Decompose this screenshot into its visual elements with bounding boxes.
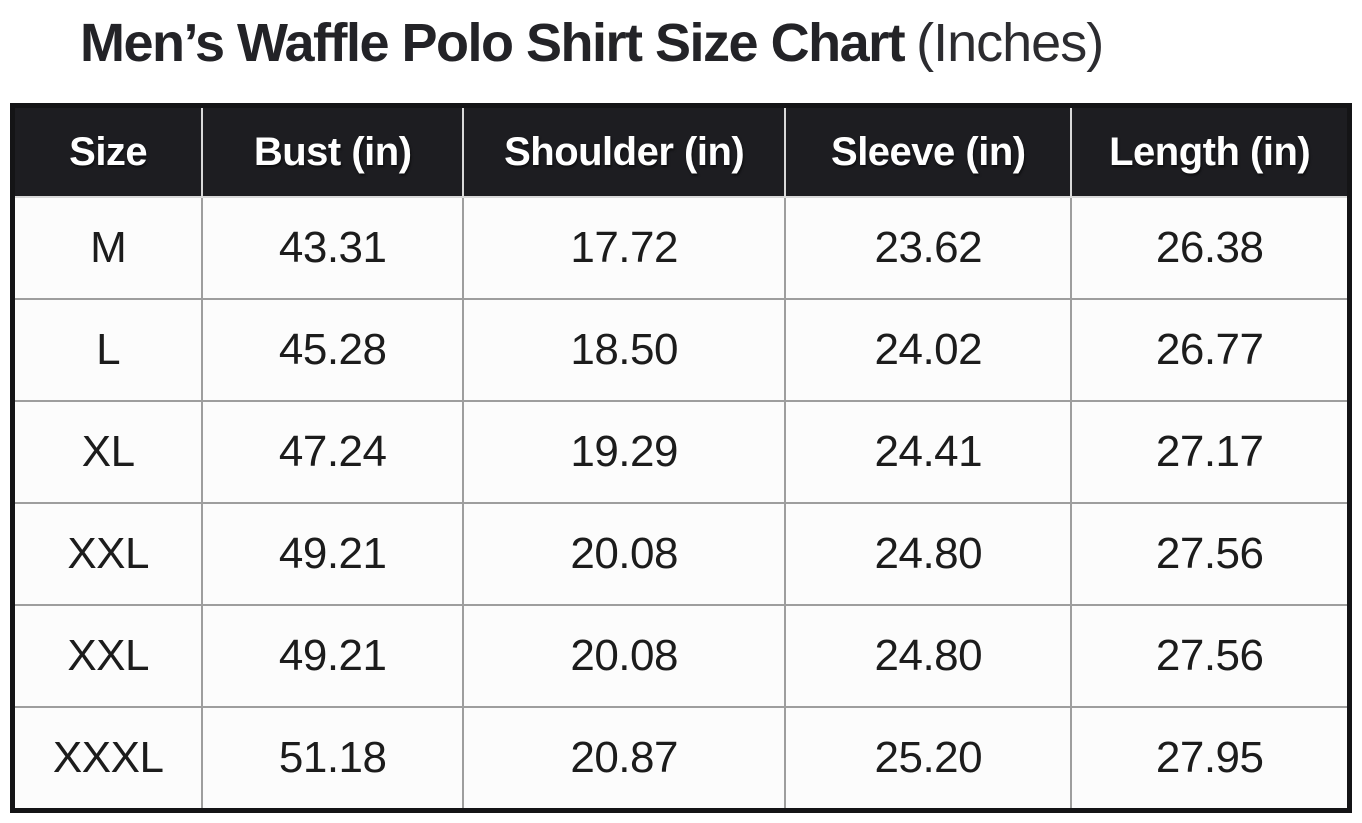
header-row: Size Bust (in) Shoulder (in) Sleeve (in)… xyxy=(11,104,1351,199)
cell-size: XXXL xyxy=(11,706,204,812)
page-title-main: Men’s Waffle Polo Shirt Size Chart xyxy=(80,13,906,73)
cell-bust: 47.24 xyxy=(201,400,465,505)
column-header-bust: Bust (in) xyxy=(201,104,465,199)
column-header-shoulder: Shoulder (in) xyxy=(462,104,787,199)
column-header-length: Length (in) xyxy=(1070,104,1351,199)
cell-sleeve: 24.80 xyxy=(784,604,1073,709)
page-title-units: (Inches) xyxy=(916,13,1104,73)
cell-sleeve: 24.41 xyxy=(784,400,1073,505)
cell-sleeve: 25.20 xyxy=(784,706,1073,812)
cell-bust: 51.18 xyxy=(201,706,465,812)
cell-length: 27.56 xyxy=(1070,604,1351,709)
cell-shoulder: 20.08 xyxy=(462,604,787,709)
cell-length: 26.77 xyxy=(1070,298,1351,403)
cell-sleeve: 23.62 xyxy=(784,196,1073,301)
table-row: M 43.31 17.72 23.62 26.38 xyxy=(11,196,1351,301)
cell-size: XL xyxy=(11,400,204,505)
cell-bust: 49.21 xyxy=(201,604,465,709)
cell-shoulder: 18.50 xyxy=(462,298,787,403)
cell-bust: 45.28 xyxy=(201,298,465,403)
cell-sleeve: 24.80 xyxy=(784,502,1073,607)
table-row: L 45.28 18.50 24.02 26.77 xyxy=(11,298,1351,403)
column-header-sleeve: Sleeve (in) xyxy=(784,104,1073,199)
cell-length: 27.17 xyxy=(1070,400,1351,505)
page-title: Men’s Waffle Polo Shirt Size Chart (Inche… xyxy=(0,0,1362,74)
table-row: XXL 49.21 20.08 24.80 27.56 xyxy=(11,502,1351,607)
size-chart-table: Size Bust (in) Shoulder (in) Sleeve (in)… xyxy=(10,103,1352,814)
cell-size: L xyxy=(11,298,204,403)
cell-shoulder: 17.72 xyxy=(462,196,787,301)
cell-bust: 49.21 xyxy=(201,502,465,607)
cell-shoulder: 20.08 xyxy=(462,502,787,607)
cell-length: 27.56 xyxy=(1070,502,1351,607)
table-row: XXL 49.21 20.08 24.80 27.56 xyxy=(11,604,1351,709)
cell-shoulder: 19.29 xyxy=(462,400,787,505)
cell-size: XXL xyxy=(11,604,204,709)
cell-length: 27.95 xyxy=(1070,706,1351,812)
table-row: XXXL 51.18 20.87 25.20 27.95 xyxy=(11,706,1351,812)
cell-size: M xyxy=(11,196,204,301)
cell-bust: 43.31 xyxy=(201,196,465,301)
column-header-size: Size xyxy=(11,104,204,199)
cell-length: 26.38 xyxy=(1070,196,1351,301)
cell-sleeve: 24.02 xyxy=(784,298,1073,403)
table-row: XL 47.24 19.29 24.41 27.17 xyxy=(11,400,1351,505)
cell-size: XXL xyxy=(11,502,204,607)
cell-shoulder: 20.87 xyxy=(462,706,787,812)
